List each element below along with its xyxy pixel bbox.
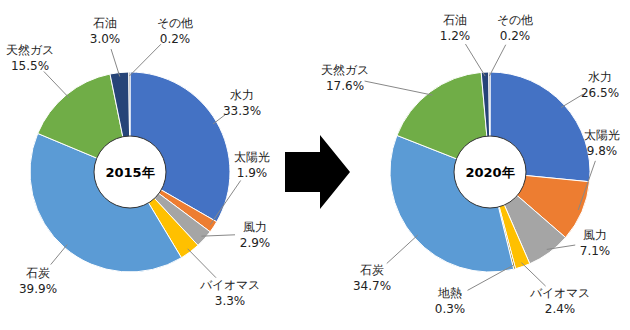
- svg-text:2020年: 2020年: [465, 165, 514, 180]
- svg-text:1.9%: 1.9%: [237, 166, 268, 180]
- svg-text:その他: その他: [497, 13, 533, 27]
- svg-text:26.5%: 26.5%: [581, 86, 619, 100]
- svg-text:0.2%: 0.2%: [160, 32, 191, 46]
- svg-text:34.7%: 34.7%: [353, 279, 391, 293]
- svg-text:バイオマス: バイオマス: [529, 286, 590, 300]
- svg-text:0.3%: 0.3%: [435, 302, 466, 316]
- svg-text:0.2%: 0.2%: [500, 29, 531, 43]
- svg-text:バイオマス: バイオマス: [199, 278, 260, 292]
- svg-text:2.4%: 2.4%: [545, 302, 576, 316]
- svg-text:その他: その他: [157, 16, 193, 30]
- svg-text:水力: 水力: [230, 88, 254, 102]
- svg-text:33.3%: 33.3%: [223, 104, 261, 118]
- svg-text:石油: 石油: [93, 16, 117, 30]
- svg-text:石油: 石油: [443, 13, 467, 27]
- svg-text:天然ガス: 天然ガス: [321, 63, 369, 77]
- svg-text:太陽光: 太陽光: [234, 150, 270, 164]
- svg-text:石炭: 石炭: [360, 263, 384, 277]
- svg-text:2015年: 2015年: [105, 165, 154, 180]
- svg-text:石炭: 石炭: [26, 266, 50, 280]
- svg-text:太陽光: 太陽光: [584, 128, 620, 142]
- svg-text:1.2%: 1.2%: [440, 29, 471, 43]
- svg-text:7.1%: 7.1%: [580, 244, 611, 258]
- svg-text:天然ガス: 天然ガス: [8, 43, 54, 57]
- svg-text:地熱: 地熱: [437, 286, 462, 300]
- svg-text:17.6%: 17.6%: [326, 79, 364, 93]
- svg-text:39.9%: 39.9%: [19, 282, 57, 296]
- svg-text:水力: 水力: [588, 70, 612, 84]
- svg-text:2.9%: 2.9%: [240, 236, 271, 250]
- svg-text:3.0%: 3.0%: [90, 32, 121, 46]
- svg-text:15.5%: 15.5%: [11, 59, 49, 73]
- svg-text:風力: 風力: [583, 228, 607, 242]
- svg-text:3.3%: 3.3%: [215, 294, 246, 308]
- svg-text:風力: 風力: [243, 220, 267, 234]
- svg-text:9.8%: 9.8%: [587, 144, 618, 158]
